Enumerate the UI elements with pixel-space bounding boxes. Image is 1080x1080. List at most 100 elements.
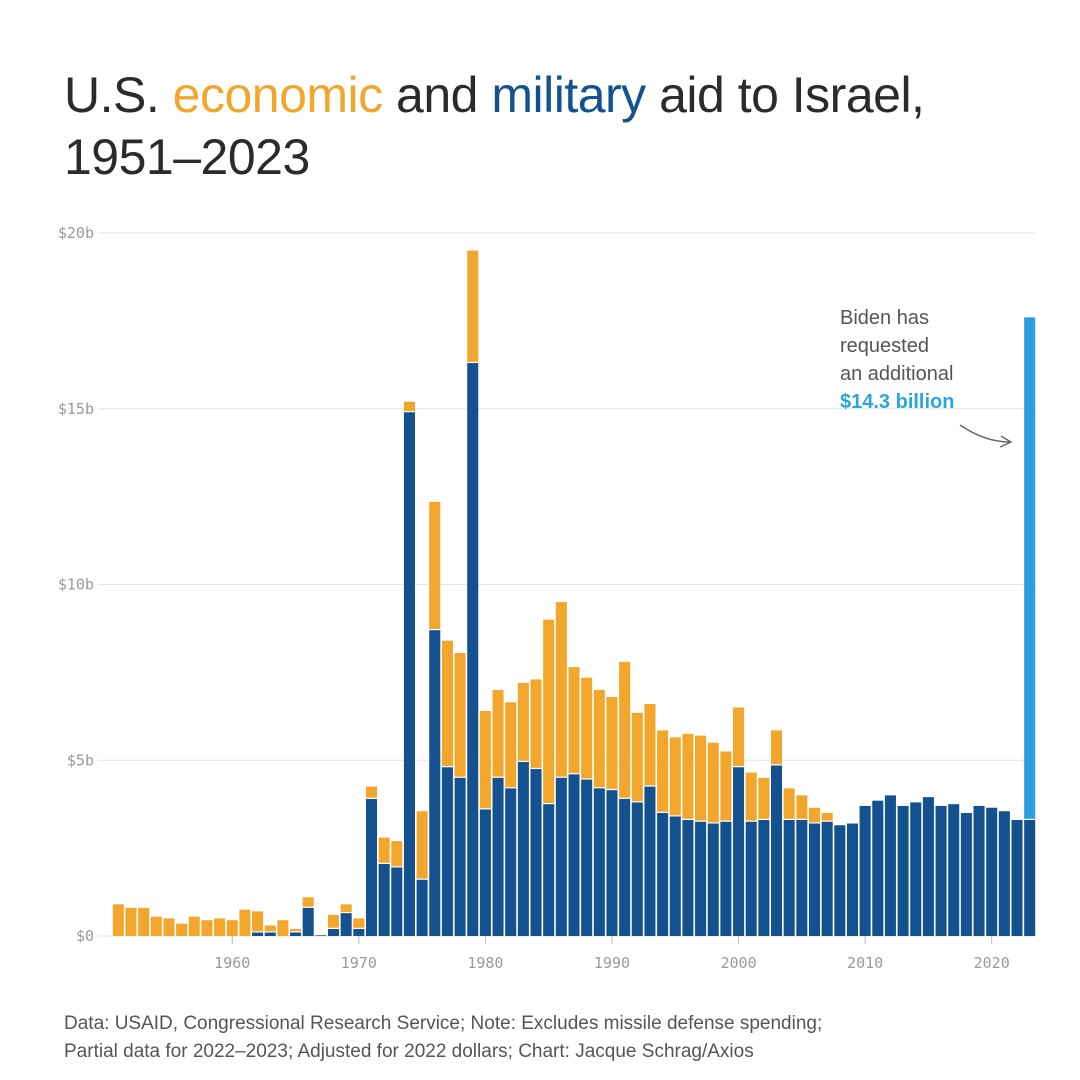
bar-military-2004	[783, 820, 795, 936]
annotation-highlight-amount: $14.3 billion	[840, 391, 954, 413]
bar-economic-1983	[517, 682, 529, 761]
title-part-2: and	[382, 67, 492, 123]
title-military-word: military	[491, 67, 646, 123]
x-tick-label: 1960	[214, 954, 250, 972]
x-tick-label: 2000	[720, 954, 756, 972]
annotation-line-1: Biden has	[840, 307, 929, 329]
bar-economic-1994	[657, 730, 669, 812]
bar-military-1997	[695, 821, 707, 936]
bar-economic-1976	[429, 501, 441, 629]
bar-military-2015	[922, 797, 934, 936]
bar-economic-1975	[416, 811, 428, 879]
bar-military-1993	[644, 786, 656, 936]
y-tick-label: $10b	[58, 576, 94, 594]
bar-military-1966	[302, 907, 314, 936]
bar-military-1979	[467, 363, 479, 936]
bar-military-1980	[479, 809, 491, 936]
y-tick-label: $0	[76, 927, 94, 945]
bar-military-2001	[745, 821, 757, 936]
bar-economic-1977	[441, 640, 453, 767]
bar-military-2014	[910, 802, 922, 936]
bar-military-1992	[631, 802, 643, 936]
bars-layer	[112, 250, 1036, 936]
x-tick-label: 1990	[594, 954, 630, 972]
biden-request-annotation: Biden has requested an additional $14.3 …	[840, 307, 1013, 448]
bar-military-2008	[834, 825, 846, 936]
bar-military-1978	[454, 777, 466, 936]
bar-economic-2006	[808, 807, 821, 823]
bar-economic-1961	[239, 909, 251, 936]
bar-military-2005	[796, 820, 808, 936]
bar-military-2016	[935, 805, 947, 936]
bar-economic-1963	[264, 925, 276, 932]
bar-economic-1954	[150, 916, 162, 936]
bar-military-2003	[770, 765, 783, 936]
bar-military-2002	[758, 820, 770, 936]
bar-military-1962	[252, 932, 264, 936]
bar-economic-1989	[593, 689, 605, 788]
bar-military-1987	[568, 774, 580, 936]
bar-economic-1990	[606, 696, 618, 789]
bar-military-1969	[340, 913, 352, 936]
bar-economic-1968	[327, 914, 340, 928]
bar-economic-1964	[277, 920, 289, 936]
y-tick-label: $15b	[58, 400, 94, 418]
bar-military-1982	[505, 788, 517, 936]
source-note: Data: USAID, Congressional Research Serv…	[64, 1010, 1024, 1066]
bar-military-2012	[884, 795, 896, 936]
bar-economic-1992	[631, 712, 643, 802]
bar-economic-1993	[644, 704, 656, 786]
bar-military-1974	[403, 412, 415, 936]
bar-military-1990	[606, 790, 618, 936]
bar-economic-2002	[758, 777, 770, 819]
bar-military-1984	[530, 769, 542, 936]
bar-economic-1987	[568, 667, 580, 774]
bar-military-2011	[872, 800, 884, 936]
bar-military-1988	[581, 779, 593, 936]
bar-economic-2007	[821, 812, 833, 821]
bar-economic-1959	[214, 918, 226, 936]
bar-military-1986	[555, 777, 567, 936]
bar-military-1985	[543, 804, 555, 936]
bar-economic-1996	[682, 733, 694, 819]
bar-military-2021	[998, 811, 1010, 936]
bar-economic-1956	[176, 923, 188, 936]
bar-military-1994	[657, 812, 669, 936]
title-economic-word: economic	[172, 67, 384, 123]
bar-military-1972	[378, 863, 390, 936]
bar-military-2010	[859, 805, 871, 936]
bar-economic-2004	[783, 788, 795, 819]
x-tick-label: 1980	[467, 954, 503, 972]
bar-military-1970	[353, 928, 365, 936]
bar-military-2018	[960, 812, 972, 936]
bar-economic-1953	[138, 907, 150, 936]
bar-military-1965	[290, 932, 302, 936]
bar-economic-1962	[252, 911, 264, 932]
bar-economic-1985	[543, 619, 555, 803]
bar-economic-2001	[745, 772, 757, 821]
bar-military-1977	[441, 767, 453, 936]
bar-military-2019	[973, 805, 985, 936]
y-tick-label: $20b	[58, 224, 94, 242]
bar-economic-1980	[479, 711, 491, 809]
annotation-arrow-head	[999, 435, 1013, 448]
x-tick-label: 1970	[341, 954, 377, 972]
bar-economic-1972	[378, 837, 390, 863]
aid-bar-chart: $0 $5b $10b $15b $20b 1960 1970 1980 1990 2000 201…	[58, 224, 1036, 972]
bar-economic-1978	[454, 653, 466, 777]
bar-requested-2023	[1024, 317, 1036, 819]
bar-military-2020	[986, 807, 998, 936]
bar-economic-1960	[226, 920, 238, 936]
bar-military-1973	[391, 867, 403, 936]
bar-economic-1995	[669, 737, 681, 816]
bar-economic-1951	[112, 904, 124, 936]
bar-economic-2005	[796, 795, 808, 819]
bar-economic-1955	[163, 918, 175, 936]
bar-economic-1982	[505, 702, 517, 788]
annotation-line-3: an additional	[840, 363, 953, 385]
bar-economic-1957	[188, 916, 200, 936]
source-note-line-2: Partial data for 2022–2023; Adjusted for…	[64, 1041, 754, 1062]
bar-economic-1979	[467, 250, 479, 362]
bar-military-1998	[707, 823, 719, 936]
bar-military-1971	[365, 798, 378, 936]
